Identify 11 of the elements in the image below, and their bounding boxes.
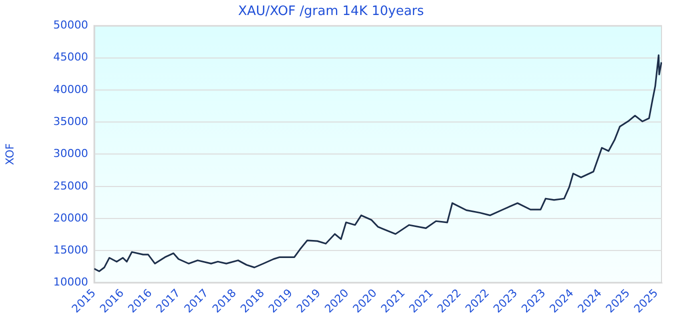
chart-title: XAU/XOF /gram 14K 10years: [238, 4, 424, 20]
y-tick-label: 50000: [53, 18, 88, 32]
y-axis-title: XOF: [3, 143, 16, 166]
y-tick-label: 45000: [53, 50, 88, 64]
y-tick-label: 10000: [53, 276, 88, 289]
y-tick-label: 20000: [53, 211, 88, 224]
y-tick-label: 40000: [53, 82, 88, 96]
y-tick-label: 15000: [53, 244, 88, 257]
y-tick-label: 30000: [53, 147, 88, 160]
y-tick-label: 35000: [53, 114, 88, 128]
y-tick-label: 25000: [53, 179, 88, 192]
